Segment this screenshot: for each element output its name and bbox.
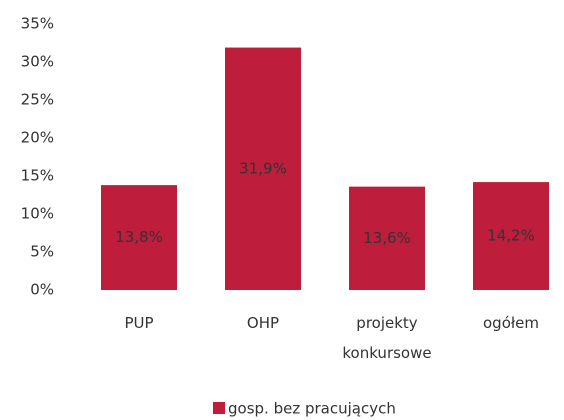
value-label: 13,6%	[363, 229, 411, 247]
x-tick-label: OHP	[246, 314, 280, 332]
bar	[225, 47, 301, 291]
legend-swatch	[213, 402, 225, 414]
y-tick-label: 20%	[21, 129, 54, 147]
x-tick-label: ogółem	[483, 314, 539, 332]
bar	[349, 186, 425, 290]
y-tick-label: 30%	[21, 53, 54, 71]
y-tick-label: 10%	[21, 205, 54, 223]
value-label: 31,9%	[239, 159, 287, 177]
y-tick-label: 5%	[30, 243, 54, 261]
legend-label: gosp. bez pracujących	[228, 400, 396, 418]
y-tick-label: 25%	[21, 91, 54, 109]
value-label: 14,2%	[487, 227, 535, 245]
bar	[473, 182, 549, 290]
x-tick-label: projekty konkursowe	[342, 314, 432, 362]
value-label: 13,8%	[115, 228, 163, 246]
y-tick-label: 0%	[30, 281, 54, 299]
y-tick-label: 15%	[21, 167, 54, 185]
x-tick-label: PUP	[124, 314, 154, 332]
bar	[101, 185, 177, 290]
y-tick-label: 35%	[21, 15, 54, 33]
